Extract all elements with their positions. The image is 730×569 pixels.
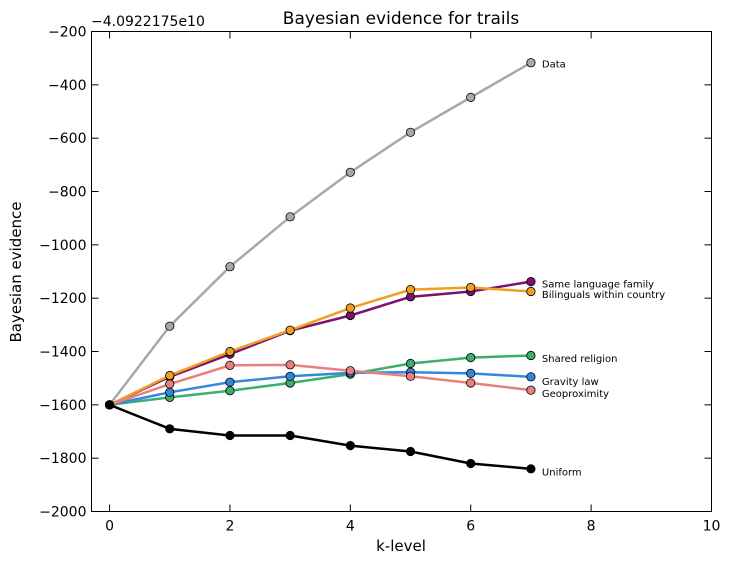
data-point-uniform <box>104 400 115 410</box>
data-point-bilinguals-within-country <box>165 370 175 381</box>
data-point-bilinguals-within-country <box>526 286 536 297</box>
y-tick-label: −600 <box>48 131 86 147</box>
data-point-data <box>526 58 536 68</box>
data-point-geoproximity <box>345 366 355 376</box>
series-label-data: Data <box>542 60 566 71</box>
data-point-gravity-law <box>526 372 536 382</box>
data-point-bilinguals-within-country <box>285 325 295 335</box>
data-point-data <box>225 262 235 272</box>
x-tick-label: 8 <box>587 519 596 535</box>
y-tick-label: −1400 <box>39 345 86 361</box>
chart-title: Bayesian evidence for trails <box>283 9 520 29</box>
data-point-data <box>345 167 355 177</box>
data-point-bilinguals-within-country <box>466 282 476 293</box>
data-point-shared-religion <box>225 386 235 396</box>
plot-frame <box>91 31 712 512</box>
x-tick-label: 6 <box>466 519 475 535</box>
data-point-shared-religion <box>466 353 476 363</box>
data-point-gravity-law <box>285 371 295 381</box>
y-tick-label: −200 <box>48 25 86 41</box>
series-line-shared-religion <box>109 354 531 407</box>
series-layer <box>104 58 536 474</box>
data-point-uniform <box>225 430 235 441</box>
series-label-geoproximity: Geoproximity <box>542 389 609 400</box>
series-line-data <box>108 61 532 406</box>
data-point-geoproximity <box>466 378 476 388</box>
data-point-geoproximity <box>225 360 235 370</box>
data-point-gravity-law <box>225 377 235 387</box>
series-label-shared-religion: Shared religion <box>542 354 618 365</box>
data-point-data <box>405 127 416 137</box>
axis-ticks: 0 2 4 6 8 10 −2000 −1800 −1600 −1400 −1200 −1000 −80… <box>39 25 720 535</box>
data-point-data <box>285 212 295 222</box>
data-point-geoproximity <box>526 385 536 395</box>
series-line-geoproximity <box>109 363 532 407</box>
data-point-bilinguals-within-country <box>225 346 235 357</box>
x-tick-label: 2 <box>225 519 234 535</box>
x-axis-label: k-level <box>376 537 426 555</box>
data-point-gravity-law <box>466 368 476 378</box>
y-tick-label: −800 <box>48 185 86 201</box>
y-axis-label: Bayesian evidence <box>7 201 25 342</box>
data-point-geoproximity <box>165 379 175 389</box>
x-tick-label: 10 <box>703 519 721 535</box>
data-point-shared-religion <box>526 350 536 361</box>
data-point-geoproximity <box>285 360 295 370</box>
series-line-same-language-family <box>109 280 532 406</box>
y-tick-label: −2000 <box>39 505 86 521</box>
y-tick-label: −1600 <box>39 398 86 414</box>
y-tick-label: −1200 <box>39 291 86 307</box>
x-tick-label: 0 <box>105 519 114 535</box>
data-point-bilinguals-within-country <box>345 303 355 313</box>
y-tick-label: −1000 <box>39 238 86 254</box>
data-point-data <box>466 92 476 102</box>
series-line-uniform <box>109 403 532 471</box>
series-line-bilinguals-within-country <box>109 286 532 406</box>
y-offset-label: −4.0922175e10 <box>91 14 205 30</box>
series-label-same-language-family: Same language family <box>542 280 654 291</box>
data-point-geoproximity <box>405 371 416 381</box>
data-point-same-language-family <box>526 277 536 287</box>
data-point-data <box>165 321 175 331</box>
data-point-uniform <box>405 446 416 457</box>
series-label-uniform: Uniform <box>542 468 582 479</box>
series-line-gravity-law <box>109 371 531 407</box>
series-label-bilinguals-within-country: Bilinguals within country <box>542 290 665 301</box>
y-tick-label: −400 <box>48 78 86 94</box>
series-label-gravity-law: Gravity law <box>542 377 599 388</box>
data-point-uniform <box>526 464 536 474</box>
data-point-uniform <box>285 430 295 441</box>
data-point-gravity-law <box>165 387 175 397</box>
y-tick-label: −1800 <box>39 451 86 467</box>
data-point-uniform <box>466 458 476 469</box>
data-point-uniform <box>345 441 355 451</box>
data-point-shared-religion <box>405 358 416 369</box>
data-point-bilinguals-within-country <box>405 285 416 295</box>
x-tick-label: 4 <box>346 519 355 535</box>
data-point-uniform <box>165 424 175 434</box>
